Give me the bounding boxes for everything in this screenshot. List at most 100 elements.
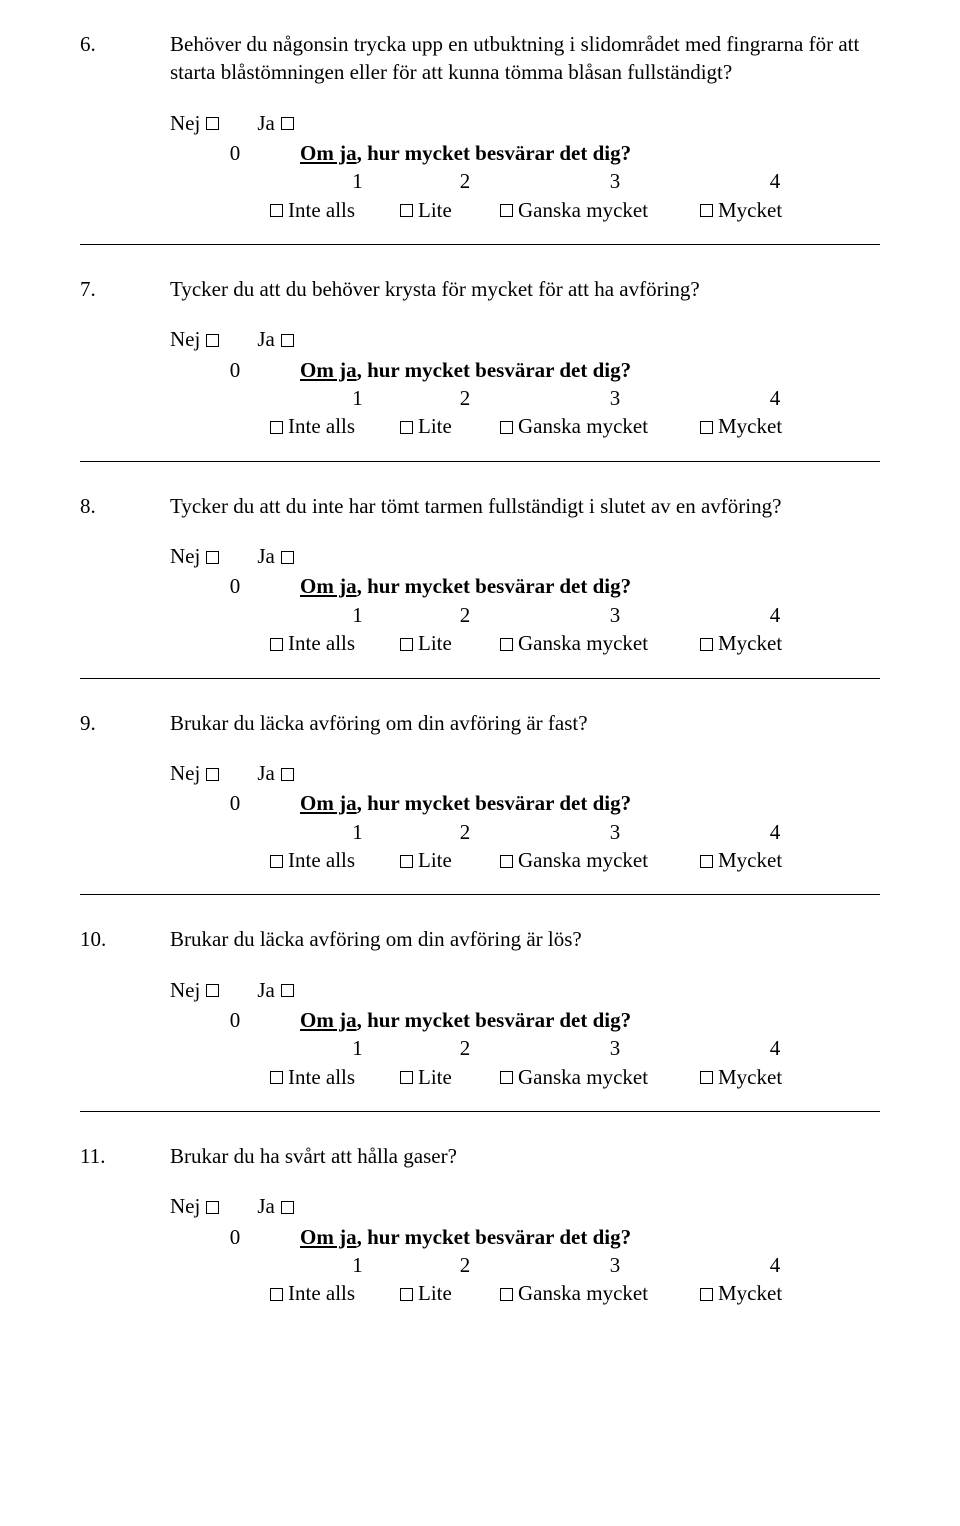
checkbox-ganska-mycket[interactable] (500, 1288, 513, 1301)
option-nej: Nej (170, 759, 219, 787)
answer-block: NejJa0Om ja, hur mycket besvärar det dig… (80, 109, 880, 224)
checkbox-inte-alls[interactable] (270, 638, 283, 651)
scale-num-3: 3 (515, 384, 715, 412)
checkbox-inte-alls[interactable] (270, 204, 283, 217)
checkbox-nej[interactable] (206, 551, 219, 564)
question-block: 7.Tycker du att du behöver krysta för my… (80, 275, 880, 441)
checkbox-ja[interactable] (281, 768, 294, 781)
nej-ja-row: NejJa (170, 976, 880, 1004)
zero-omja-row: 0Om ja, hur mycket besvärar det dig? (170, 789, 880, 817)
checkbox-nej[interactable] (206, 117, 219, 130)
checkbox-lite[interactable] (400, 204, 413, 217)
checkbox-mycket[interactable] (700, 638, 713, 651)
checkbox-mycket[interactable] (700, 1071, 713, 1084)
checkbox-nej[interactable] (206, 334, 219, 347)
option-lite: Lite (400, 846, 500, 874)
option-mycket: Mycket (700, 196, 830, 224)
omja-underlined: Om ja (300, 358, 357, 382)
question-text: Tycker du att du behöver krysta för myck… (170, 275, 880, 303)
checkbox-lite[interactable] (400, 421, 413, 434)
question-row: 10.Brukar du läcka avföring om din avför… (80, 925, 880, 953)
checkbox-ja[interactable] (281, 551, 294, 564)
question-number: 11. (80, 1142, 170, 1170)
option-ganska-mycket: Ganska mycket (500, 1279, 700, 1307)
option-ganska-mycket: Ganska mycket (500, 196, 700, 224)
checkbox-ja[interactable] (281, 334, 294, 347)
option-mycket-label: Mycket (718, 1279, 782, 1307)
answer-block: NejJa0Om ja, hur mycket besvärar det dig… (80, 542, 880, 657)
checkbox-ja[interactable] (281, 117, 294, 130)
checkbox-nej[interactable] (206, 984, 219, 997)
scale-num-1: 1 (300, 167, 415, 195)
checkbox-inte-alls[interactable] (270, 855, 283, 868)
divider (80, 894, 880, 895)
scale-num-2: 2 (415, 1251, 515, 1279)
omja-heading: Om ja, hur mycket besvärar det dig? (300, 139, 880, 167)
checkbox-nej[interactable] (206, 1201, 219, 1214)
option-lite: Lite (400, 412, 500, 440)
scale-options-row: Inte allsLiteGanska mycketMycket (170, 629, 880, 657)
option-mycket-label: Mycket (718, 196, 782, 224)
checkbox-mycket[interactable] (700, 421, 713, 434)
option-inte-alls: Inte alls (270, 846, 400, 874)
checkbox-lite[interactable] (400, 855, 413, 868)
checkbox-lite[interactable] (400, 1071, 413, 1084)
option-lite-label: Lite (418, 412, 452, 440)
omja-underlined: Om ja (300, 791, 357, 815)
scale-numbers-row: 1234 (170, 818, 880, 846)
option-ja-label: Ja (257, 759, 275, 787)
checkbox-mycket[interactable] (700, 855, 713, 868)
checkbox-ganska-mycket[interactable] (500, 855, 513, 868)
option-inte-alls: Inte alls (270, 196, 400, 224)
option-mycket-label: Mycket (718, 846, 782, 874)
divider (80, 1111, 880, 1112)
scale-num-1: 1 (300, 384, 415, 412)
checkbox-inte-alls[interactable] (270, 1071, 283, 1084)
checkbox-mycket[interactable] (700, 1288, 713, 1301)
option-ganska-mycket-label: Ganska mycket (518, 196, 648, 224)
option-inte-alls-label: Inte alls (288, 629, 355, 657)
option-mycket-label: Mycket (718, 629, 782, 657)
question-text: Brukar du läcka avföring om din avföring… (170, 925, 880, 953)
checkbox-inte-alls[interactable] (270, 1288, 283, 1301)
checkbox-ja[interactable] (281, 984, 294, 997)
checkbox-ja[interactable] (281, 1201, 294, 1214)
scale-num-3: 3 (515, 1034, 715, 1062)
zero-omja-row: 0Om ja, hur mycket besvärar det dig? (170, 356, 880, 384)
checkbox-mycket[interactable] (700, 204, 713, 217)
answer-block: NejJa0Om ja, hur mycket besvärar det dig… (80, 1192, 880, 1307)
omja-suffix: , hur mycket besvärar det dig? (357, 574, 632, 598)
scale-options-row: Inte allsLiteGanska mycketMycket (170, 412, 880, 440)
checkbox-ganska-mycket[interactable] (500, 1071, 513, 1084)
omja-underlined: Om ja (300, 141, 357, 165)
scale-num-2: 2 (415, 818, 515, 846)
checkbox-lite[interactable] (400, 638, 413, 651)
option-lite: Lite (400, 1279, 500, 1307)
checkbox-ganska-mycket[interactable] (500, 638, 513, 651)
checkbox-ganska-mycket[interactable] (500, 421, 513, 434)
zero-label: 0 (170, 572, 300, 600)
option-inte-alls-label: Inte alls (288, 1279, 355, 1307)
option-lite: Lite (400, 196, 500, 224)
scale-num-2: 2 (415, 167, 515, 195)
answer-block: NejJa0Om ja, hur mycket besvärar det dig… (80, 976, 880, 1091)
scale-num-4: 4 (715, 1034, 835, 1062)
checkbox-inte-alls[interactable] (270, 421, 283, 434)
question-block: 11.Brukar du ha svårt att hålla gaser?Ne… (80, 1142, 880, 1308)
checkbox-lite[interactable] (400, 1288, 413, 1301)
option-lite: Lite (400, 1063, 500, 1091)
option-mycket-label: Mycket (718, 412, 782, 440)
zero-omja-row: 0Om ja, hur mycket besvärar det dig? (170, 1006, 880, 1034)
option-lite: Lite (400, 629, 500, 657)
option-lite-label: Lite (418, 1063, 452, 1091)
zero-label: 0 (170, 356, 300, 384)
question-number: 7. (80, 275, 170, 303)
option-nej-label: Nej (170, 759, 200, 787)
option-mycket: Mycket (700, 1279, 830, 1307)
option-ganska-mycket-label: Ganska mycket (518, 1279, 648, 1307)
omja-underlined: Om ja (300, 1225, 357, 1249)
checkbox-ganska-mycket[interactable] (500, 204, 513, 217)
checkbox-nej[interactable] (206, 768, 219, 781)
option-ja: Ja (257, 542, 294, 570)
scale-num-4: 4 (715, 601, 835, 629)
